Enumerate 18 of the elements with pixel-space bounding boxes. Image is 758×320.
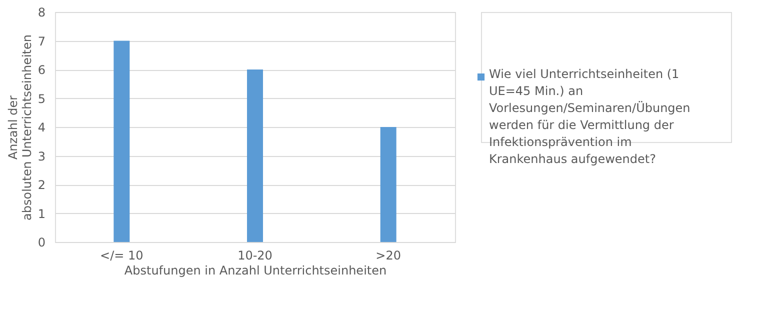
bar [247,70,263,242]
bar [114,40,130,242]
x-tick-label: </= 10 [100,248,144,262]
y-tick-label: 7 [38,34,46,48]
y-tick-label: 0 [38,236,46,250]
y-tick-label: 2 [38,178,46,192]
y-tick-label: 6 [38,63,46,77]
y-tick-label: 5 [38,92,46,106]
legend-label: Wie viel Unterrichtseinheiten (1 UE=45 Min.) an Vorlesungen/Seminaren/Übungen werden für die Vermittlung der Infektionsprävention im Krankenhaus aufgewendet? [489,67,690,166]
x-axis-title: Abstufungen in Anzahl Unterrichtseinheiten [124,264,387,278]
bar [380,127,396,242]
y-tick-label: 3 [38,149,46,164]
x-tick-label: 10-20 [238,248,272,262]
y-tick-label: 1 [38,206,46,221]
x-tick-label: >20 [376,248,401,262]
y-tick-label: 4 [38,120,46,134]
y-tick-label: 8 [38,6,46,20]
y-axis-title: Anzahl der absoluten Unterrichtseinheiten [6,34,34,220]
